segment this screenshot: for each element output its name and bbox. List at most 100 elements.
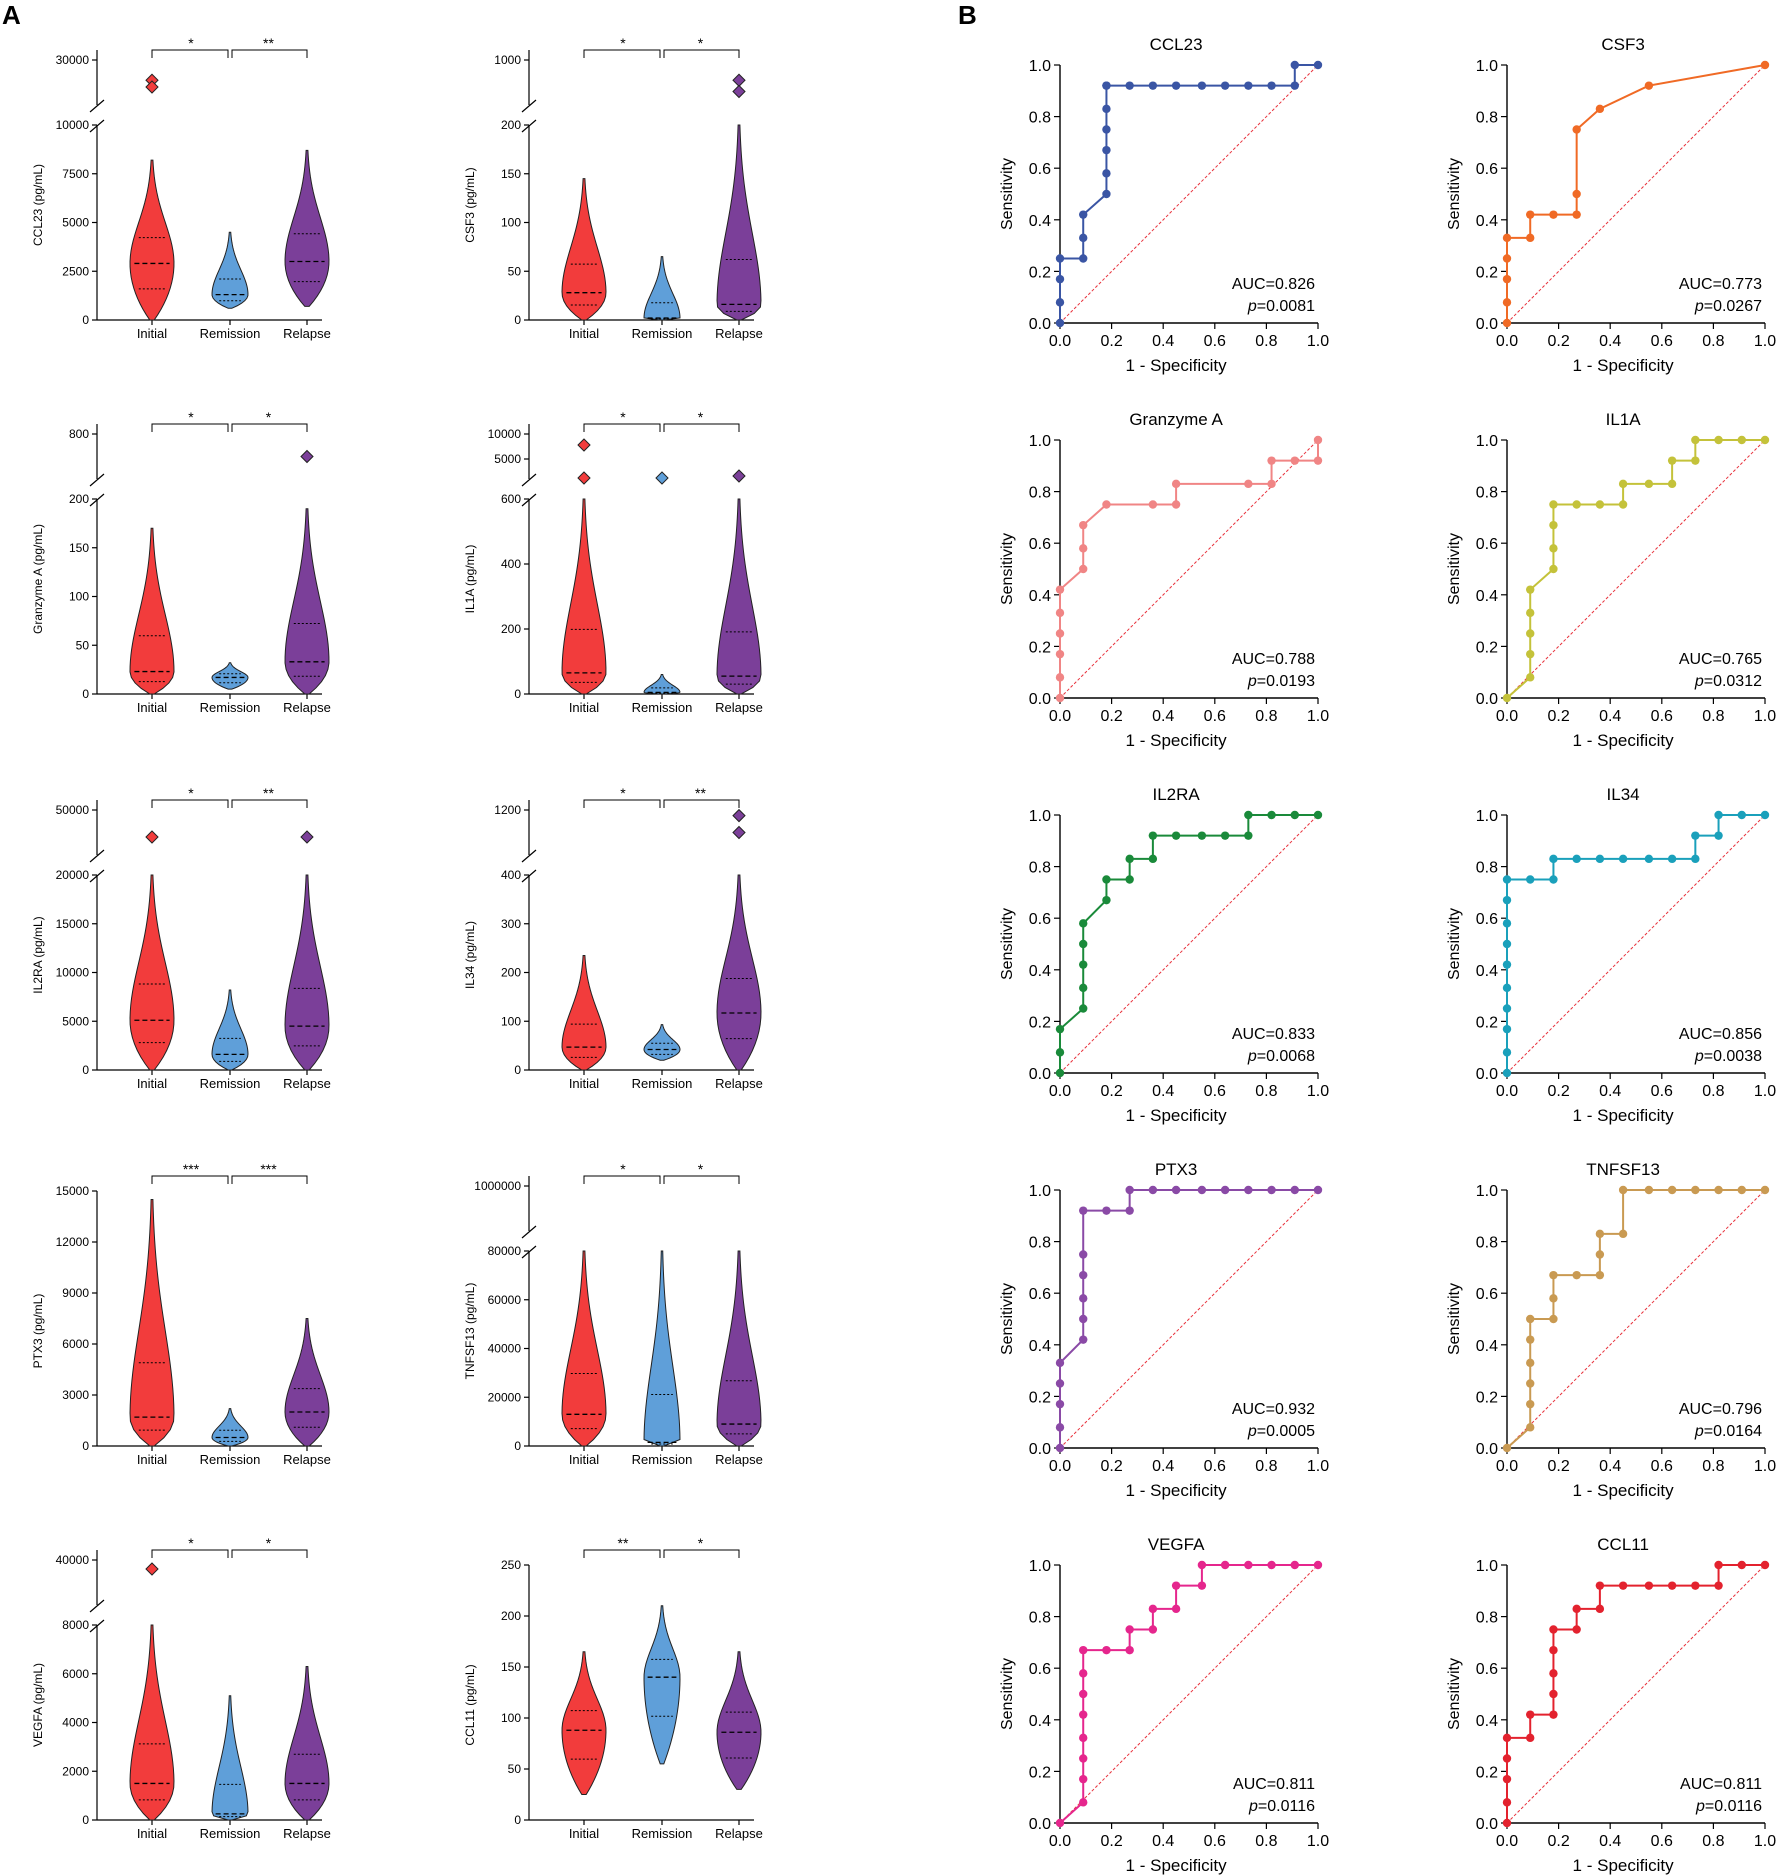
roc-point (1055, 1818, 1065, 1828)
roc-point (1549, 1710, 1558, 1719)
roc-point (1079, 919, 1088, 928)
x-tick-label: 0.2 (1100, 1458, 1122, 1475)
y-tick-label: 0.4 (1476, 213, 1498, 230)
roc-point (1079, 1645, 1088, 1655)
y-tick-label: 7500 (62, 167, 89, 181)
sig-bracket (663, 1175, 740, 1184)
y-tick-label: 5000 (62, 216, 89, 230)
x-tick-label: 0.6 (1651, 1083, 1673, 1100)
sig-bracket (663, 799, 740, 808)
sig-label: * (698, 35, 704, 51)
p-value: =0.0164 (1704, 1423, 1762, 1440)
y-axis-label: CSF3 (pg/mL) (463, 167, 477, 242)
reference-diagonal (1506, 814, 1766, 1074)
outlier-point (655, 471, 669, 485)
y-axis-label: CCL23 (pg/mL) (31, 164, 45, 246)
sig-label: ** (263, 785, 274, 801)
roc-point (1691, 1185, 1700, 1195)
violin-initial (561, 1651, 607, 1795)
roc-point (1595, 1270, 1605, 1280)
roc-point (1760, 60, 1770, 70)
y-tick-label: 12000 (56, 1235, 90, 1249)
sig-bracket (583, 1549, 661, 1558)
roc-point (1055, 1048, 1065, 1057)
x-tick-label: 0.0 (1496, 1833, 1518, 1850)
axis-break-mark (521, 1245, 537, 1259)
violin-remission (211, 662, 249, 690)
roc-point (1102, 104, 1111, 114)
violin-remission (211, 989, 249, 1071)
sig-bracket (151, 1549, 229, 1558)
roc-point (1618, 854, 1628, 864)
x-tick-label: 0.6 (1204, 1833, 1226, 1850)
sig-bracket (583, 1175, 661, 1184)
x-tick-label-relapse: Relapse (715, 700, 763, 715)
roc-point (1055, 1024, 1065, 1034)
y-axis-label: Granzyme A (pg/mL) (31, 524, 45, 634)
roc-point (1313, 1560, 1323, 1570)
violin-relapse (284, 1665, 330, 1821)
sig-label: * (698, 1161, 704, 1177)
roc-point (1549, 875, 1558, 884)
roc-point (1502, 298, 1512, 307)
roc-chart-ptx3: PTX3 0.00.0 0.2 0.2 0.4 0.4 0.6 0.6 0.8 0.8 1.0 1.0… (999, 1160, 1329, 1500)
roc-point (1618, 1185, 1628, 1195)
violin-relapse (716, 124, 762, 321)
roc-point (1148, 1185, 1158, 1195)
sig-label: * (188, 35, 194, 51)
roc-point (1572, 1625, 1581, 1634)
x-tick-label: 1.0 (1754, 1833, 1776, 1850)
roc-point (1526, 1358, 1535, 1368)
roc-point (1760, 1560, 1770, 1570)
roc-point (1125, 1185, 1134, 1195)
outlier-point (145, 830, 159, 844)
y-tick-label: 1.0 (1476, 433, 1498, 450)
roc-point (1197, 81, 1207, 90)
y-tick-label: 0 (82, 1439, 89, 1453)
y-tick-label: 0.6 (1476, 161, 1498, 178)
roc-point (1290, 456, 1299, 465)
roc-point (1549, 1645, 1558, 1655)
sig-label: * (620, 409, 626, 425)
y-tick-label: 0 (514, 687, 521, 701)
x-tick-label-remission: Remission (200, 1452, 261, 1467)
x-tick-label: 0.8 (1702, 708, 1724, 725)
roc-point (1055, 1358, 1065, 1368)
x-tick-label: 1.0 (1307, 1458, 1329, 1475)
sig-label: * (188, 1535, 194, 1551)
roc-point (1502, 233, 1512, 243)
violin-chart-ptx3: 0 3000 6000 9000 12000 15000 PTX3 (pg/mL) Initi… (31, 1161, 331, 1467)
y-tick-label: 0.4 (1029, 1338, 1051, 1355)
y-tick-label: 100 (501, 216, 521, 230)
y-tick-label: 200 (501, 966, 521, 980)
auc-label: AUC=0.932 (1232, 1401, 1315, 1418)
y-tick-label: 800 (69, 427, 89, 441)
y-tick-label: 0.8 (1029, 110, 1051, 127)
roc-point (1197, 1560, 1207, 1570)
roc-point (1079, 1689, 1088, 1699)
violin-relapse (716, 1250, 762, 1447)
roc-point (1079, 1250, 1088, 1259)
roc-title: Granzyme A (1129, 410, 1223, 429)
roc-point (1502, 1048, 1512, 1057)
roc-point (1572, 125, 1581, 134)
y-tick-label: 0.2 (1029, 1389, 1051, 1406)
sig-label: *** (183, 1161, 200, 1177)
roc-point (1502, 939, 1512, 949)
roc-point (1502, 693, 1512, 703)
roc-point (1691, 854, 1700, 864)
y-tick-label: 0.4 (1476, 1338, 1498, 1355)
x-axis-label: 1 - Specificity (1573, 1856, 1675, 1875)
y-tick-label: 1.0 (1029, 808, 1051, 825)
p-symbol: p (1248, 1798, 1258, 1815)
y-tick-label: 0.0 (1476, 1816, 1498, 1833)
roc-point (1055, 1068, 1065, 1078)
y-tick-label: 0.0 (1029, 691, 1051, 708)
violin-initial (129, 874, 175, 1071)
x-tick-label: 0.6 (1204, 333, 1226, 350)
violin-initial (129, 527, 175, 695)
axis-break-mark (89, 869, 105, 883)
y-tick-label: 0 (514, 313, 521, 327)
y-tick-label: 20000 (56, 868, 90, 882)
x-tick-label: 0.4 (1599, 1083, 1621, 1100)
